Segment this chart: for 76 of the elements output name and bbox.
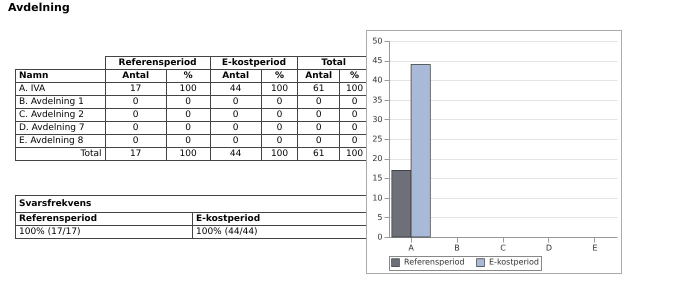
text: E-kostperiod: [210, 56, 298, 70]
text: 44: [210, 148, 262, 160]
text: %: [166, 70, 210, 82]
text: Svarsfrekvens: [16, 196, 370, 212]
text: 61: [298, 148, 340, 160]
x-tick-label: D: [546, 244, 552, 252]
text: 0: [340, 96, 370, 108]
text: 0: [261, 122, 298, 134]
y-tick-label: 20: [372, 154, 382, 164]
text: 100% (17/17): [16, 226, 192, 238]
legend-label: E-kostperiod: [489, 258, 539, 267]
text: 44: [210, 82, 262, 96]
text: 100: [166, 82, 210, 96]
y-tick-label: 50: [372, 36, 382, 46]
y-tick-label: 25: [372, 134, 382, 144]
text: 0: [340, 108, 370, 122]
text: 100: [340, 82, 370, 96]
text: 0: [105, 108, 166, 122]
text: 0: [340, 122, 370, 134]
text: 0: [340, 134, 370, 148]
text: Referensperiod: [16, 212, 192, 226]
y-tick-label: 0: [377, 232, 382, 242]
text: 0: [210, 134, 262, 148]
text: 100: [261, 82, 298, 96]
text: 0: [105, 134, 166, 148]
text: 0: [261, 96, 298, 108]
x-tick-label: C: [500, 244, 506, 252]
text: Antal: [105, 70, 166, 82]
x-tick-label: B: [454, 244, 460, 252]
text: 0: [166, 96, 210, 108]
text: 0: [105, 96, 166, 108]
text: 0: [298, 108, 340, 122]
text: Total: [298, 56, 370, 70]
text: 17: [105, 82, 166, 96]
text: 0: [261, 134, 298, 148]
text: 0: [210, 122, 262, 134]
text: 0: [298, 96, 340, 108]
text: 0: [210, 96, 262, 108]
text: 0: [166, 122, 210, 134]
y-tick-label: 5: [377, 212, 382, 222]
y-tick-label: 10: [372, 193, 382, 202]
text: E. Avdelning 8: [16, 134, 106, 148]
text: Avdelning: [8, 1, 70, 14]
y-tick-label: 40: [372, 76, 382, 85]
text: 100: [261, 148, 298, 160]
text: 0: [261, 108, 298, 122]
text: 0: [210, 108, 262, 122]
text: 0: [166, 134, 210, 148]
y-tick-label: 35: [372, 95, 382, 104]
text: 0: [166, 108, 210, 122]
legend-label: Referensperiod: [404, 258, 465, 267]
text: 0: [105, 122, 166, 134]
text: E-kostperiod: [192, 212, 370, 226]
text: Total: [16, 148, 106, 160]
text: 17: [105, 148, 166, 160]
text: A. IVA: [16, 82, 106, 96]
text: C. Avdelning 2: [16, 108, 106, 122]
text: 100: [166, 148, 210, 160]
y-tick-label: 30: [372, 114, 382, 124]
text: 61: [298, 82, 340, 96]
text: %: [261, 70, 298, 82]
text: Antal: [210, 70, 262, 82]
y-tick-label: 15: [372, 174, 382, 183]
text: 100: [340, 148, 370, 160]
text: 100% (44/44): [192, 226, 370, 238]
text: 0: [298, 122, 340, 134]
y-tick-label: 45: [372, 56, 382, 66]
x-tick-label: A: [408, 244, 414, 252]
text: %: [340, 70, 370, 82]
x-tick-label: E: [592, 244, 598, 252]
text: D. Avdelning 7: [16, 122, 106, 134]
text: Referensperiod: [105, 56, 210, 70]
text: Namn: [16, 70, 106, 82]
text: Antal: [298, 70, 340, 82]
text: B. Avdelning 1: [16, 96, 106, 108]
text: 0: [298, 134, 340, 148]
